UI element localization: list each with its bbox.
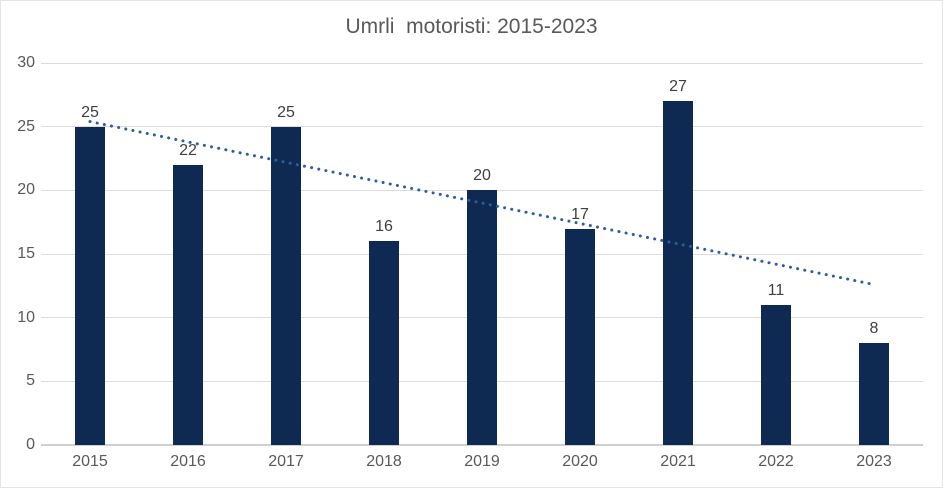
x-axis-tick-label: 2015 [72, 453, 108, 470]
gridline [41, 126, 923, 128]
bar-2017 [271, 126, 301, 445]
data-label: 25 [81, 103, 99, 121]
data-label: 27 [669, 78, 687, 96]
y-axis-tick-label: 30 [17, 54, 35, 71]
x-axis-tick-label: 2022 [758, 453, 794, 470]
bar-2022 [761, 304, 791, 445]
plot-area: 25 22 25 16 20 17 27 11 8 [41, 62, 923, 446]
data-label: 20 [473, 167, 491, 185]
x-axis-tick-label: 2016 [170, 453, 206, 470]
bar-2023 [859, 343, 889, 445]
bar-2019 [467, 190, 497, 445]
y-axis-tick-label: 5 [26, 372, 35, 390]
y-axis-tick-label: 15 [17, 245, 35, 262]
x-axis-tick-label: 2018 [366, 453, 402, 470]
data-label: 11 [767, 281, 785, 299]
data-label: 17 [571, 205, 589, 223]
x-axis-tick-label: 2021 [660, 453, 696, 470]
data-label: 22 [179, 141, 197, 159]
bar-2015 [75, 126, 105, 445]
x-axis-tick-label: 2019 [464, 453, 500, 470]
bar-2016 [173, 164, 203, 445]
y-axis-tick-label: 20 [17, 181, 35, 199]
bar-2018 [369, 241, 399, 445]
y-axis-tick-label: 0 [26, 436, 35, 453]
bar-2021 [663, 101, 693, 445]
data-label: 16 [375, 218, 393, 236]
y-axis-tick-label: 10 [17, 308, 35, 326]
x-axis-tick-label: 2017 [268, 453, 304, 470]
bar-2020 [565, 228, 595, 445]
y-axis-tick-label: 25 [17, 117, 35, 135]
x-axis-tick-label: 2020 [562, 453, 598, 470]
data-label: 8 [869, 320, 879, 338]
x-axis-tick-label: 2023 [856, 453, 892, 470]
data-label: 25 [277, 103, 295, 121]
x-axis-line [41, 444, 923, 446]
chart-title: Umrli motoristi: 2015-2023 [345, 15, 598, 38]
gridline [41, 62, 923, 64]
